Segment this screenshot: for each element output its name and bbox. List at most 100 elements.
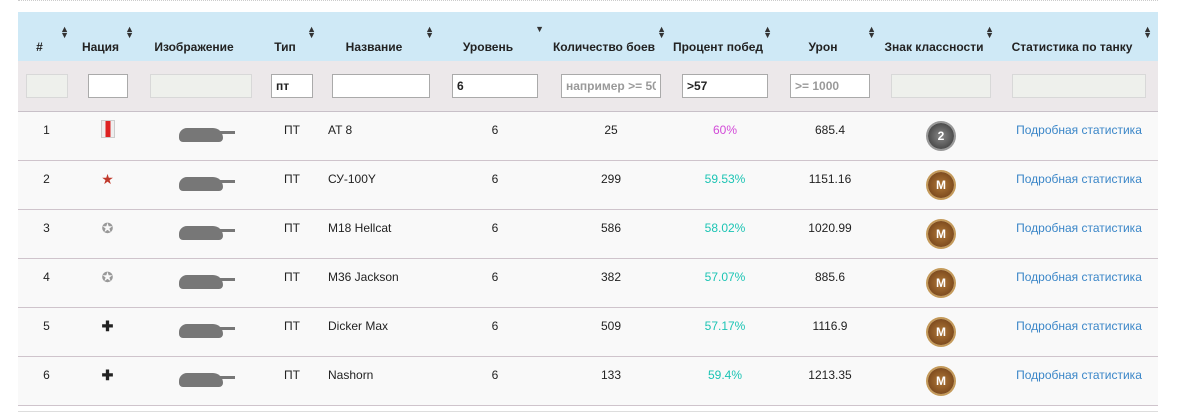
tank-type: ПТ xyxy=(284,123,300,137)
column-header[interactable]: Знак классности ▲ ▼ xyxy=(882,12,1000,61)
mastery-badge-icon: M xyxy=(928,221,954,247)
column-header[interactable]: Урон ▲ ▼ xyxy=(778,12,882,61)
ussr-star-icon: ★ xyxy=(101,171,114,187)
detailed-stats-link[interactable]: Подробная статистика xyxy=(1016,319,1142,333)
column-header[interactable]: Нация ▲ ▼ xyxy=(75,12,140,61)
win-rate: 60% xyxy=(712,123,738,137)
tank-level: 6 xyxy=(491,270,499,284)
column-header: Изображение xyxy=(140,12,262,61)
sort-icon[interactable]: ▲ ▼ xyxy=(125,24,134,40)
sort-icon[interactable]: ▲ ▼ xyxy=(985,24,994,40)
filter-winrate[interactable] xyxy=(682,74,768,98)
tank-name: Nashorn xyxy=(328,368,374,382)
win-rate: 57.07% xyxy=(704,270,746,284)
damage: 1213.35 xyxy=(808,368,852,382)
tank-name: M36 Jackson xyxy=(328,270,399,284)
battles-count: 133 xyxy=(600,368,622,382)
column-header-label: Нация xyxy=(81,40,120,54)
column-header[interactable]: Количество боев ▲ ▼ xyxy=(550,12,672,61)
damage: 1151.16 xyxy=(808,172,852,186)
damage: 685.4 xyxy=(814,123,846,137)
win-rate: 59.4% xyxy=(707,368,743,382)
detailed-stats-link[interactable]: Подробная статистика xyxy=(1016,172,1142,186)
column-header-label: Урон xyxy=(808,40,838,54)
tank-level: 6 xyxy=(491,123,499,137)
mastery-badge-icon: M xyxy=(928,270,954,296)
sort-icon[interactable]: ▲ ▼ xyxy=(425,24,434,40)
detailed-stats-link[interactable]: Подробная статистика xyxy=(1016,123,1142,137)
column-header[interactable]: Статистика по танку ▲ ▼ xyxy=(1000,12,1158,61)
column-header[interactable]: Тип ▲ ▼ xyxy=(262,12,322,61)
tank-level: 6 xyxy=(491,368,499,382)
damage: 1116.9 xyxy=(812,319,848,333)
tank-name: Dicker Max xyxy=(328,319,389,333)
germany-cross-icon: ✚ xyxy=(101,318,114,334)
damage: 1020.99 xyxy=(808,221,852,235)
column-header-label: Название xyxy=(345,40,403,54)
tank-image xyxy=(179,323,235,338)
filter-stats xyxy=(1012,74,1146,98)
row-number: 2 xyxy=(43,172,50,186)
table-row: 3 ✪ ПТ M18 Hellcat 6 586 58.02% 1020.99 … xyxy=(18,209,1158,259)
column-header-label: # xyxy=(36,40,43,54)
tank-image xyxy=(179,225,235,240)
table-row: 6 ✚ ПТ Nashorn 6 133 59.4% 1213.35 M Под… xyxy=(18,356,1158,406)
sort-icon[interactable]: ▲ ▼ xyxy=(1143,24,1152,40)
row-number: 6 xyxy=(43,368,50,382)
tank-type: ПТ xyxy=(284,319,300,333)
battles-count: 299 xyxy=(600,172,622,186)
table-row: 1 ПТ AT 8 6 25 60% 685.4 2 Подробная ста… xyxy=(18,111,1158,161)
battles-count: 25 xyxy=(604,123,618,137)
sort-icon[interactable]: ▲ ▼ xyxy=(763,24,772,40)
filter-battles[interactable] xyxy=(561,74,661,98)
win-rate: 58.02% xyxy=(704,221,746,235)
filter-nation[interactable] xyxy=(87,74,128,98)
tank-type: ПТ xyxy=(284,221,300,235)
battles-count: 382 xyxy=(600,270,622,284)
tank-level: 6 xyxy=(491,319,499,333)
sort-icon[interactable]: ▼ xyxy=(535,24,544,34)
tank-name: СУ-100Y xyxy=(328,172,376,186)
row-number: 3 xyxy=(43,221,50,235)
detailed-stats-link[interactable]: Подробная статистика xyxy=(1016,368,1142,382)
filter-level[interactable] xyxy=(452,74,538,98)
column-header[interactable]: Название ▲ ▼ xyxy=(322,12,440,61)
top-divider xyxy=(18,0,1158,1)
tank-image xyxy=(179,372,235,387)
detailed-stats-link[interactable]: Подробная статистика xyxy=(1016,221,1142,235)
tank-name: M18 Hellcat xyxy=(328,221,392,235)
row-number: 1 xyxy=(43,123,50,137)
column-header[interactable]: Процент побед ▲ ▼ xyxy=(672,12,778,61)
tank-name: AT 8 xyxy=(328,123,353,137)
mastery-badge-icon: M xyxy=(928,368,954,394)
tank-level: 6 xyxy=(491,172,499,186)
win-rate: 59.53% xyxy=(704,172,746,186)
mastery-badge-icon: M xyxy=(928,319,954,345)
table-row: 5 ✚ ПТ Dicker Max 6 509 57.17% 1116.9 M … xyxy=(18,307,1158,357)
usa-star-icon: ✪ xyxy=(101,220,114,236)
column-header[interactable]: Уровень ▼ xyxy=(440,12,550,61)
filter-type[interactable] xyxy=(271,74,313,98)
filter-row xyxy=(18,61,1158,112)
filter-name[interactable] xyxy=(332,74,430,98)
tank-level: 6 xyxy=(491,221,499,235)
filter-damage[interactable] xyxy=(790,74,870,98)
column-header-label: Тип xyxy=(274,40,296,54)
sort-icon[interactable]: ▲ ▼ xyxy=(60,24,69,40)
sort-icon[interactable]: ▲ ▼ xyxy=(307,24,316,40)
column-header-label: Процент побед xyxy=(672,40,764,54)
tank-image xyxy=(179,274,235,289)
tank-type: ПТ xyxy=(284,368,300,382)
column-header-label: Уровень xyxy=(462,40,514,54)
column-header-label: Статистика по танку xyxy=(1011,40,1133,54)
sort-icon[interactable]: ▲ ▼ xyxy=(657,24,666,40)
win-rate: 57.17% xyxy=(704,319,746,333)
battles-count: 509 xyxy=(600,319,622,333)
sort-icon[interactable]: ▲ ▼ xyxy=(867,24,876,40)
bottom-divider xyxy=(18,411,1158,412)
detailed-stats-link[interactable]: Подробная статистика xyxy=(1016,270,1142,284)
damage: 885.6 xyxy=(814,270,846,284)
column-header[interactable]: # ▲ ▼ xyxy=(18,12,75,61)
mastery-badge-icon: M xyxy=(928,172,954,198)
row-number: 5 xyxy=(43,319,50,333)
